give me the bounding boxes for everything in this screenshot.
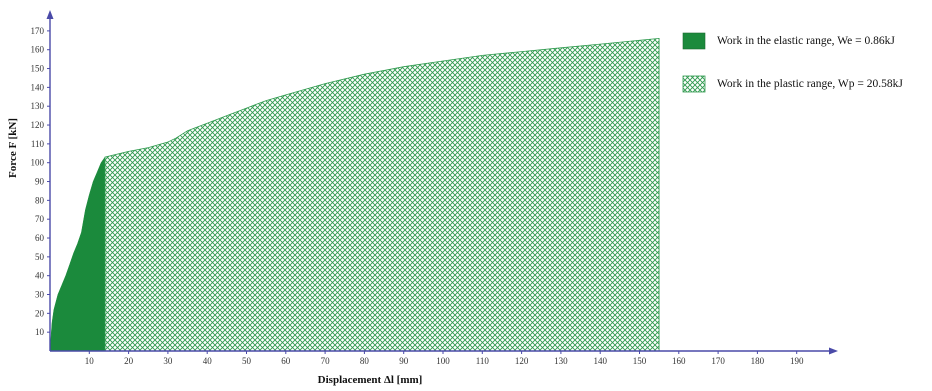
x-tick-label: 20 xyxy=(124,356,134,366)
y-tick-label: 110 xyxy=(31,139,45,149)
y-tick-label: 40 xyxy=(35,271,45,281)
x-tick-label: 180 xyxy=(751,356,765,366)
y-tick-label: 160 xyxy=(31,45,45,55)
y-tick-label: 60 xyxy=(35,233,45,243)
y-tick-label: 30 xyxy=(35,290,45,300)
y-tick-label: 100 xyxy=(31,158,45,168)
x-tick-label: 120 xyxy=(515,356,529,366)
y-tick-label: 70 xyxy=(35,214,45,224)
y-tick-label: 150 xyxy=(31,64,45,74)
x-tick-label: 60 xyxy=(281,356,291,366)
x-tick-label: 40 xyxy=(203,356,213,366)
y-tick-label: 170 xyxy=(31,26,45,36)
x-tick-label: 150 xyxy=(633,356,647,366)
y-tick-label: 120 xyxy=(31,120,45,130)
area-plastic xyxy=(104,37,660,352)
x-tick-label: 160 xyxy=(672,356,686,366)
legend-swatch-elastic xyxy=(682,32,706,50)
x-tick-label: 80 xyxy=(360,356,370,366)
x-tick-label: 190 xyxy=(790,356,804,366)
y-tick-label: 80 xyxy=(35,195,45,205)
x-tick-label: 110 xyxy=(476,356,490,366)
legend-label-plastic: Work in the plastic range, Wp = 20.58kJ xyxy=(717,78,903,90)
y-tick-label: 140 xyxy=(31,82,45,92)
x-tick-label: 100 xyxy=(436,356,450,366)
x-axis-title: Displacement Δl [mm] xyxy=(318,374,423,386)
legend: Work in the elastic range, We = 0.86kJ W… xyxy=(682,32,903,93)
x-tick-labels: 10 20 30 40 50 60 70 80 90 100 110 120 130 140 150 160 1… xyxy=(85,351,804,366)
plot-areas xyxy=(49,37,660,352)
legend-swatch-plastic xyxy=(682,75,706,93)
x-axis-arrow-icon xyxy=(829,347,838,355)
y-tick-label: 20 xyxy=(35,308,45,318)
y-tick-label: 90 xyxy=(35,177,45,187)
x-tick-label: 140 xyxy=(593,356,607,366)
area-elastic xyxy=(49,156,106,352)
y-tick-label: 50 xyxy=(35,252,45,262)
y-tick-labels: 10 20 30 40 50 60 70 80 90 100 110 120 130 140 150 160 1… xyxy=(31,26,50,337)
x-tick-label: 70 xyxy=(321,356,331,366)
x-tick-label: 50 xyxy=(242,356,252,366)
y-tick-label: 130 xyxy=(31,101,45,111)
x-tick-label: 130 xyxy=(554,356,568,366)
y-axis-arrow-icon xyxy=(46,10,54,19)
x-tick-label: 10 xyxy=(85,356,95,366)
x-tick-label: 90 xyxy=(399,356,409,366)
legend-label-elastic: Work in the elastic range, We = 0.86kJ xyxy=(717,35,895,47)
x-tick-label: 170 xyxy=(711,356,725,366)
y-tick-label: 10 xyxy=(35,327,45,337)
y-axis-title: Force F [kN] xyxy=(7,118,19,178)
x-tick-label: 30 xyxy=(163,356,173,366)
